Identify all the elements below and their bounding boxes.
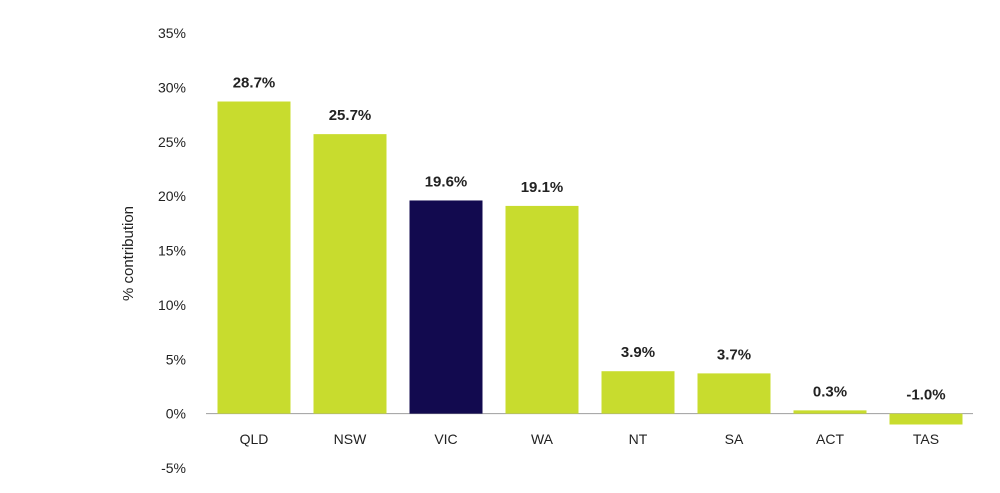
bars-group bbox=[217, 101, 963, 425]
bar-qld bbox=[217, 101, 291, 414]
y-tick-label: 10% bbox=[158, 297, 186, 313]
bar-nsw bbox=[313, 134, 387, 414]
y-tick-label: 0% bbox=[166, 406, 186, 422]
data-label-qld: 28.7% bbox=[233, 75, 276, 92]
y-axis-ticks: -5% 0% 5% 10% 15% 20% 25% 30% 35% bbox=[158, 25, 186, 476]
bar-wa bbox=[505, 205, 579, 414]
category-label-qld: QLD bbox=[240, 431, 269, 447]
data-label-sa: 3.7% bbox=[717, 346, 751, 363]
data-labels-group: 28.7% 25.7% 19.6% 19.1% 3.9% 3.7% 0.3% -1.0% bbox=[233, 75, 946, 404]
y-tick-label: 25% bbox=[158, 134, 186, 150]
bar-vic bbox=[409, 200, 483, 414]
category-label-wa: WA bbox=[531, 431, 554, 447]
category-label-nsw: NSW bbox=[334, 431, 367, 447]
bar-act bbox=[793, 410, 867, 414]
y-tick-label: 35% bbox=[158, 25, 186, 41]
category-label-nt: NT bbox=[629, 431, 648, 447]
bar-tas bbox=[889, 413, 963, 425]
y-tick-label: 5% bbox=[166, 351, 186, 367]
y-axis-label: % contribution bbox=[120, 206, 137, 301]
category-labels-group: QLD NSW VIC WA NT SA ACT TAS bbox=[240, 431, 940, 447]
data-label-tas: -1.0% bbox=[906, 387, 945, 404]
y-tick-label: 15% bbox=[158, 243, 186, 259]
data-label-act: 0.3% bbox=[813, 383, 847, 400]
category-label-sa: SA bbox=[725, 431, 744, 447]
y-tick-label: 30% bbox=[158, 79, 186, 95]
y-tick-label: 20% bbox=[158, 188, 186, 204]
category-label-vic: VIC bbox=[434, 431, 457, 447]
data-label-nsw: 25.7% bbox=[329, 107, 372, 124]
category-label-tas: TAS bbox=[913, 431, 939, 447]
data-label-wa: 19.1% bbox=[521, 179, 564, 196]
bar-sa bbox=[697, 373, 771, 414]
bar-nt bbox=[601, 371, 675, 414]
y-tick-label: -5% bbox=[161, 460, 186, 476]
data-label-nt: 3.9% bbox=[621, 344, 655, 361]
data-label-vic: 19.6% bbox=[425, 173, 468, 190]
category-label-act: ACT bbox=[816, 431, 844, 447]
